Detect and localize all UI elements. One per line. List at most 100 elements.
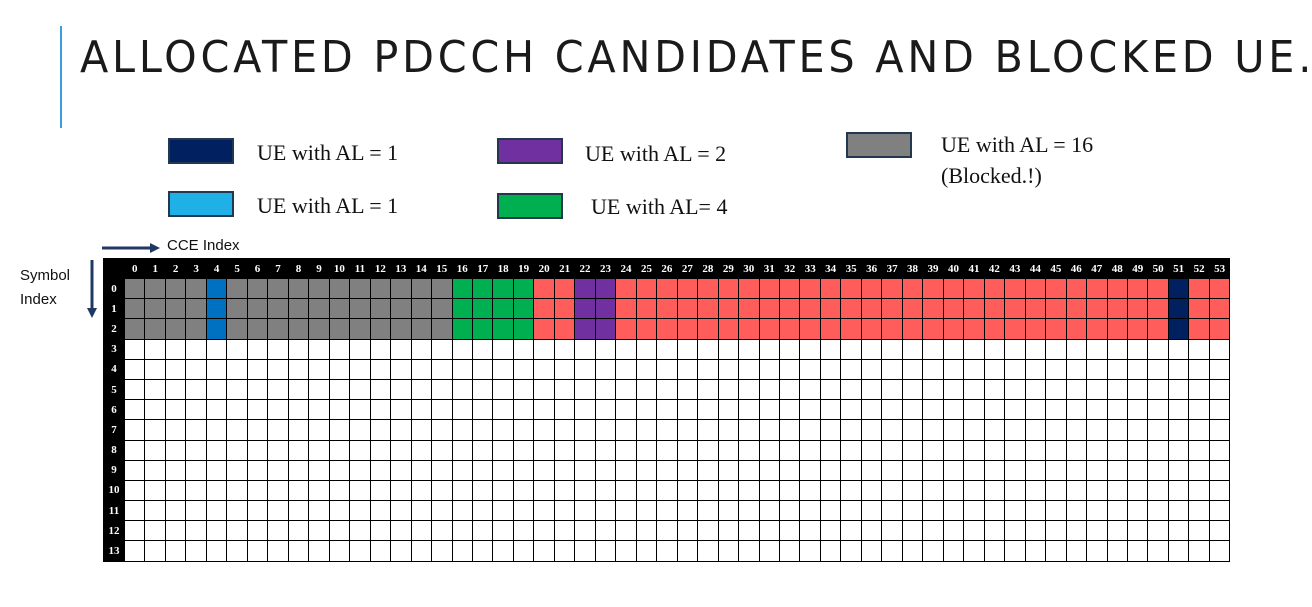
grid-cell xyxy=(656,358,678,380)
grid-cell xyxy=(860,338,883,360)
grid-cell xyxy=(738,318,760,340)
grid-cell xyxy=(369,439,392,461)
grid-cell xyxy=(594,459,617,481)
grid-cell xyxy=(635,540,658,562)
grid-cell xyxy=(123,459,146,481)
grid-cell xyxy=(1188,358,1210,380)
grid-cell xyxy=(369,399,392,421)
grid-cell xyxy=(738,358,760,380)
grid-cell xyxy=(1065,459,1088,481)
grid-cell xyxy=(1086,338,1108,360)
grid-cell xyxy=(123,399,146,421)
grid-cell xyxy=(1045,479,1067,502)
grid-cell xyxy=(410,318,433,340)
grid-cell xyxy=(246,459,269,481)
grid-cell xyxy=(205,500,228,522)
grid-cell xyxy=(963,378,985,401)
legend-swatch-al1-dark xyxy=(168,138,234,164)
symbol-index-6: 6 xyxy=(103,399,125,421)
grid-cell xyxy=(431,318,453,340)
grid-cell xyxy=(676,520,699,542)
grid-cell xyxy=(492,419,514,441)
grid-cell xyxy=(328,358,351,380)
grid-cell xyxy=(1106,399,1128,421)
cce-index-33: 33 xyxy=(799,258,821,279)
grid-cell xyxy=(267,459,289,481)
grid-cell xyxy=(819,459,842,481)
grid-cell xyxy=(758,378,781,401)
grid-cell xyxy=(226,358,248,380)
grid-cell xyxy=(410,338,433,360)
grid-cell xyxy=(697,298,719,320)
grid-cell xyxy=(369,459,392,481)
grid-cell xyxy=(697,520,719,542)
grid-cell xyxy=(840,479,862,502)
grid-cell xyxy=(1045,520,1067,542)
grid-cell xyxy=(778,378,801,401)
grid-cell xyxy=(144,520,166,542)
grid-cell xyxy=(881,298,903,320)
legend-label-al16: UE with AL = 16 xyxy=(941,132,1094,157)
page-title: ALLOCATED PDCCH CANDIDATES AND BLOCKED U… xyxy=(80,32,1312,83)
grid-cell xyxy=(226,419,248,441)
grid-cell xyxy=(328,439,351,461)
symbol-index-10: 10 xyxy=(103,479,125,502)
grid-cell xyxy=(676,358,699,380)
grid-cell xyxy=(410,277,433,300)
grid-cell xyxy=(553,318,576,340)
grid-cell xyxy=(553,500,576,522)
grid-cell xyxy=(164,378,187,401)
grid-cell xyxy=(164,318,187,340)
grid-cell xyxy=(819,338,842,360)
grid-cell xyxy=(1167,500,1190,522)
grid-cell xyxy=(1106,378,1128,401)
grid-cell xyxy=(594,298,617,320)
grid-cell xyxy=(1126,298,1149,320)
grid-cell xyxy=(901,399,924,421)
grid-cell xyxy=(1086,520,1108,542)
grid-cell xyxy=(123,298,146,320)
grid-cell xyxy=(778,298,801,320)
cce-index-11: 11 xyxy=(349,258,371,279)
grid-cell xyxy=(656,378,678,401)
grid-cell xyxy=(267,338,289,360)
grid-cell xyxy=(185,277,207,300)
grid-cell xyxy=(615,378,637,401)
grid-cell xyxy=(656,419,678,441)
cce-index-53: 53 xyxy=(1208,258,1231,279)
grid-cell xyxy=(697,399,719,421)
grid-cell xyxy=(164,479,187,502)
grid-cell xyxy=(287,500,310,522)
grid-cell xyxy=(1045,338,1067,360)
grid-cell xyxy=(717,358,740,380)
grid-cell xyxy=(267,378,289,401)
grid-cell xyxy=(471,399,494,421)
grid-cell xyxy=(246,318,269,340)
grid-cell xyxy=(1188,520,1210,542)
grid-cell xyxy=(349,277,371,300)
grid-cell xyxy=(512,500,535,522)
grid-cell xyxy=(123,439,146,461)
grid-cell xyxy=(922,439,944,461)
grid-cell xyxy=(144,277,166,300)
grid-cell xyxy=(492,399,514,421)
grid-cell xyxy=(615,459,637,481)
grid-cell xyxy=(942,378,965,401)
grid-cell xyxy=(676,378,699,401)
grid-cell xyxy=(881,419,903,441)
symbol-row-6: 6 xyxy=(103,399,1231,421)
grid-cell xyxy=(697,500,719,522)
symbol-index-11: 11 xyxy=(103,500,125,522)
grid-cell xyxy=(185,399,207,421)
grid-cell xyxy=(390,318,412,340)
cce-index-0: 0 xyxy=(123,258,146,279)
grid-cell xyxy=(1188,540,1210,562)
grid-cell xyxy=(451,459,473,481)
grid-cell xyxy=(1147,500,1169,522)
grid-cell xyxy=(1024,298,1047,320)
grid-cell xyxy=(819,399,842,421)
grid-cell xyxy=(635,399,658,421)
grid-cell xyxy=(1188,459,1210,481)
grid-cell xyxy=(451,338,473,360)
grid-cell xyxy=(819,298,842,320)
